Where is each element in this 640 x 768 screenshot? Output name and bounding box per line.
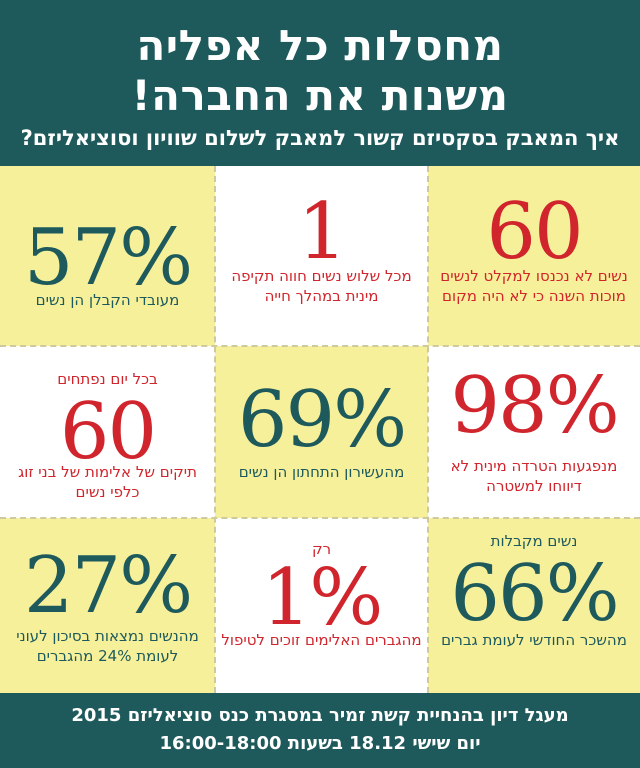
divider-horizontal-bottom <box>0 517 640 519</box>
stat-value: 27% <box>23 541 193 631</box>
stat-value: 1% <box>261 553 384 643</box>
footer: מעגל דיון בהנחיית קשת זמיר במסגרת כנס סו… <box>0 693 640 768</box>
stat-caption: מכל שלוש נשים חווה תקיפה מינית במהלך חיי… <box>231 267 412 305</box>
divider-vertical-left <box>214 166 216 693</box>
stat-caption: מנפגעות הטרדה מינית לא דיווחו למשטרה <box>450 457 618 495</box>
stat-caption: מהעשירון התחתון הן נשים <box>238 463 405 481</box>
stat-caption: מהנשים נמצאות בסיכון לעוני לעומת 24% מהג… <box>16 627 199 665</box>
stat-harassment-unreported: 98% מנפגעות הטרדה מינית לא דיווחו למשטרה <box>428 346 640 518</box>
subtitle: איך המאבק בסקסיזם קשור למאבק לשלום שוויו… <box>20 126 620 150</box>
stat-wage-gap: נשים מקבלות 66% מהשכר החודשי לעומת גברים <box>428 518 640 693</box>
stat-caption: מעובדי הקבלן הן נשים <box>35 291 180 309</box>
stat-sexual-assault: 1 מכל שלוש נשים חווה תקיפה מינית במהלך ח… <box>215 166 428 346</box>
stat-violent-men-treatment: רק 1% מהגברים האלימים זוכים לטיפול <box>215 518 428 693</box>
stat-caption: מהשכר החודשי לעומת גברים <box>441 631 627 649</box>
stat-value: 98% <box>450 361 619 451</box>
stats-grid: 60 נשים לא נכנסו למקלט לנשים מוכות השנה … <box>0 166 640 693</box>
event-description: מעגל דיון בהנחיית קשת זמיר במסגרת כנס סו… <box>71 705 569 726</box>
divider-vertical-right <box>427 166 429 693</box>
stat-value: 1 <box>297 187 348 277</box>
stat-daily-violence-cases: בכל יום נפתחים 60 תיקים של אלימות של בני… <box>0 346 215 518</box>
stat-contract-workers: 57% מעובדי הקבלן הן נשים <box>0 166 215 346</box>
stat-value: 69% <box>237 375 407 465</box>
stat-pre-label: רק <box>311 540 332 558</box>
stat-shelter-rejections: 60 נשים לא נכנסו למקלט לנשים מוכות השנה … <box>428 166 640 346</box>
stat-pre-label: נשים מקבלות <box>490 532 578 550</box>
stat-value: 60 <box>59 387 157 477</box>
title-line-2: משנות את החברה! <box>131 71 509 120</box>
stat-value: 66% <box>450 549 619 639</box>
title-line-1: מחסלות כל אפליה <box>136 21 504 70</box>
stat-pre-label: בכל יום נפתחים <box>57 370 158 388</box>
stat-caption: תיקים של אלימות של בני זוג כלפי נשים <box>18 463 197 501</box>
stat-poverty-risk: 27% מהנשים נמצאות בסיכון לעוני לעומת 24%… <box>0 518 215 693</box>
stat-value: 57% <box>23 213 193 303</box>
header: מחסלות כל אפליה משנות את החברה! איך המאב… <box>0 0 640 166</box>
stat-lowest-decile: 69% מהעשירון התחתון הן נשים <box>215 346 428 518</box>
stat-caption: נשים לא נכנסו למקלט לנשים מוכות השנה כי … <box>440 267 628 305</box>
stat-value: 60 <box>486 187 583 277</box>
stat-caption: מהגברים האלימים זוכים לטיפול <box>221 631 422 649</box>
divider-horizontal-top <box>0 345 640 347</box>
event-time: יום שישי 18.12 בשעות 16:00-18:00 <box>159 733 481 754</box>
